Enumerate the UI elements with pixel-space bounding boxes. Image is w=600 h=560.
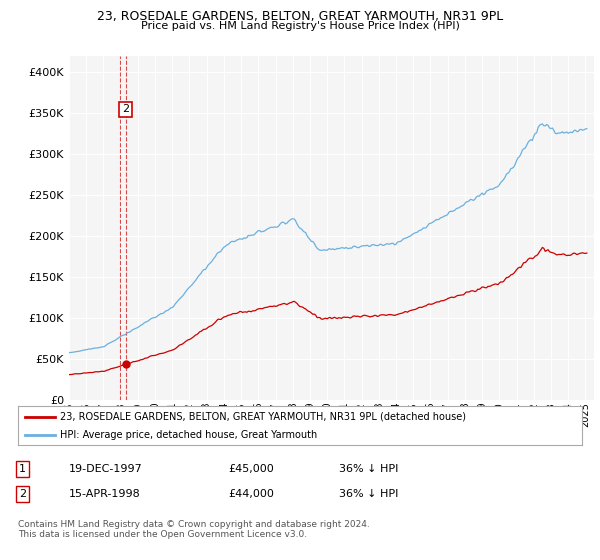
Text: Contains HM Land Registry data © Crown copyright and database right 2024.
This d: Contains HM Land Registry data © Crown c…	[18, 520, 370, 539]
Text: 23, ROSEDALE GARDENS, BELTON, GREAT YARMOUTH, NR31 9PL: 23, ROSEDALE GARDENS, BELTON, GREAT YARM…	[97, 10, 503, 23]
Text: 15-APR-1998: 15-APR-1998	[69, 489, 141, 499]
Text: 36% ↓ HPI: 36% ↓ HPI	[339, 489, 398, 499]
Text: 36% ↓ HPI: 36% ↓ HPI	[339, 464, 398, 474]
Text: Price paid vs. HM Land Registry's House Price Index (HPI): Price paid vs. HM Land Registry's House …	[140, 21, 460, 31]
Text: 2: 2	[122, 104, 129, 114]
Text: 2: 2	[19, 489, 26, 499]
Text: 23, ROSEDALE GARDENS, BELTON, GREAT YARMOUTH, NR31 9PL (detached house): 23, ROSEDALE GARDENS, BELTON, GREAT YARM…	[60, 412, 466, 422]
Text: 19-DEC-1997: 19-DEC-1997	[69, 464, 143, 474]
Text: £45,000: £45,000	[228, 464, 274, 474]
Text: £44,000: £44,000	[228, 489, 274, 499]
Text: HPI: Average price, detached house, Great Yarmouth: HPI: Average price, detached house, Grea…	[60, 431, 317, 440]
Text: 1: 1	[19, 464, 26, 474]
